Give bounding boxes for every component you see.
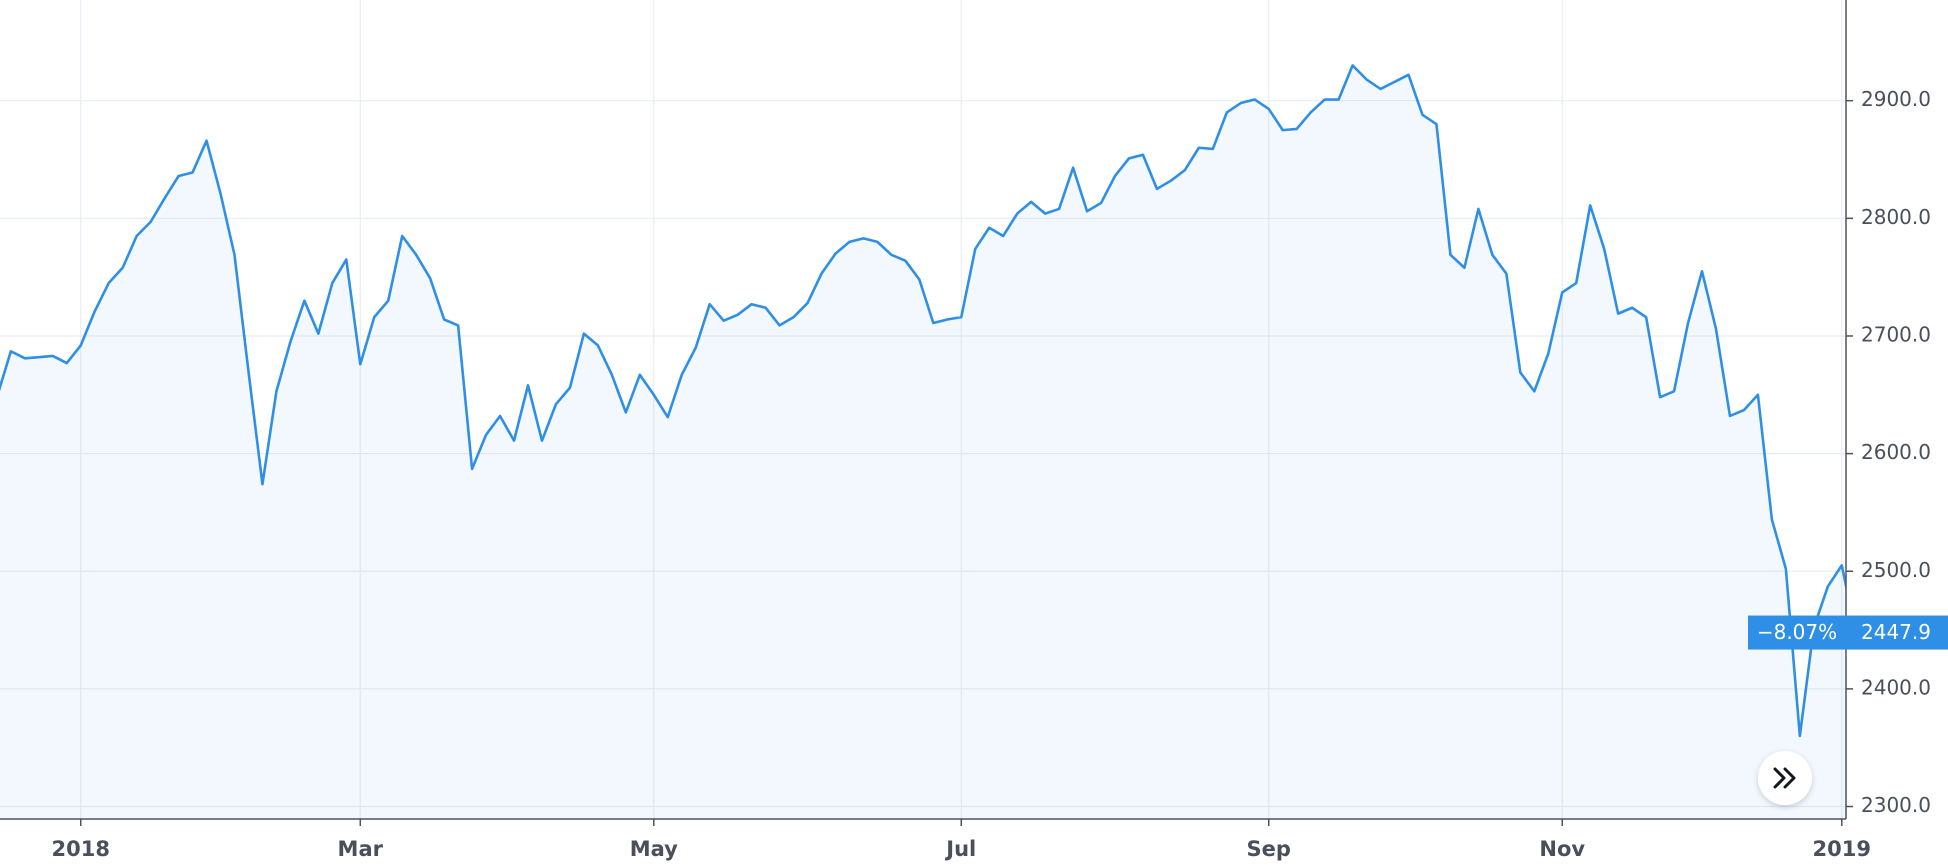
scroll-icon[interactable] (1773, 767, 1796, 789)
axes: 2300.0 2400.0 2500.0 2600.0 2700.0 2800.0 2900… (52, 87, 1931, 861)
change-badge (1748, 615, 1846, 650)
y-tick-label: 2800.0 (1861, 205, 1931, 229)
price-badge (1846, 615, 1948, 650)
y-tick-label: 2600.0 (1861, 440, 1931, 464)
scroll-button[interactable] (1758, 751, 1812, 805)
last-price-badge: −8.07% 2447.9 (1748, 615, 1948, 650)
x-tick-label: Nov (1539, 837, 1585, 861)
change-label: −8.07% (1757, 620, 1837, 644)
x-tick-label: Sep (1247, 837, 1291, 861)
x-tick-label: 2018 (52, 837, 110, 861)
area (0, 65, 1846, 819)
y-tick-label: 2900.0 (1861, 87, 1931, 111)
x-tick-label: 2019 (1813, 837, 1871, 861)
y-tick-label: 2300.0 (1861, 793, 1931, 817)
x-tick-label: May (630, 837, 678, 861)
grid (0, 0, 1846, 819)
price-line (0, 64, 1846, 738)
x-tick-label: Mar (338, 837, 384, 861)
y-tick-label: 2700.0 (1861, 322, 1931, 346)
plot-area (0, 64, 1846, 819)
x-tick-label: Jul (944, 837, 976, 861)
last-price-label: 2447.9 (1861, 620, 1931, 644)
y-tick-label: 2500.0 (1861, 558, 1931, 582)
y-tick-label: 2400.0 (1861, 675, 1931, 699)
